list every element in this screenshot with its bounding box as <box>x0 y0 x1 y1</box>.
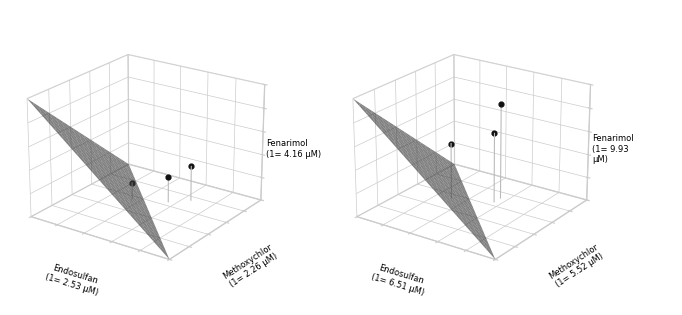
X-axis label: Endosulfan
(1= 6.51 μM): Endosulfan (1= 6.51 μM) <box>370 262 429 297</box>
Y-axis label: Methoxychlor
(1= 2.26 μM): Methoxychlor (1= 2.26 μM) <box>222 242 280 289</box>
Text: Fenarimol
(1= 4.16 μM): Fenarimol (1= 4.16 μM) <box>267 140 322 159</box>
Text: Fenarimol
(1= 9.93
μM): Fenarimol (1= 9.93 μM) <box>593 134 634 164</box>
X-axis label: Endosulfan
(1= 2.53 μM): Endosulfan (1= 2.53 μM) <box>44 262 103 297</box>
Y-axis label: Methoxychlor
(1= 5.52 μM): Methoxychlor (1= 5.52 μM) <box>548 242 606 289</box>
